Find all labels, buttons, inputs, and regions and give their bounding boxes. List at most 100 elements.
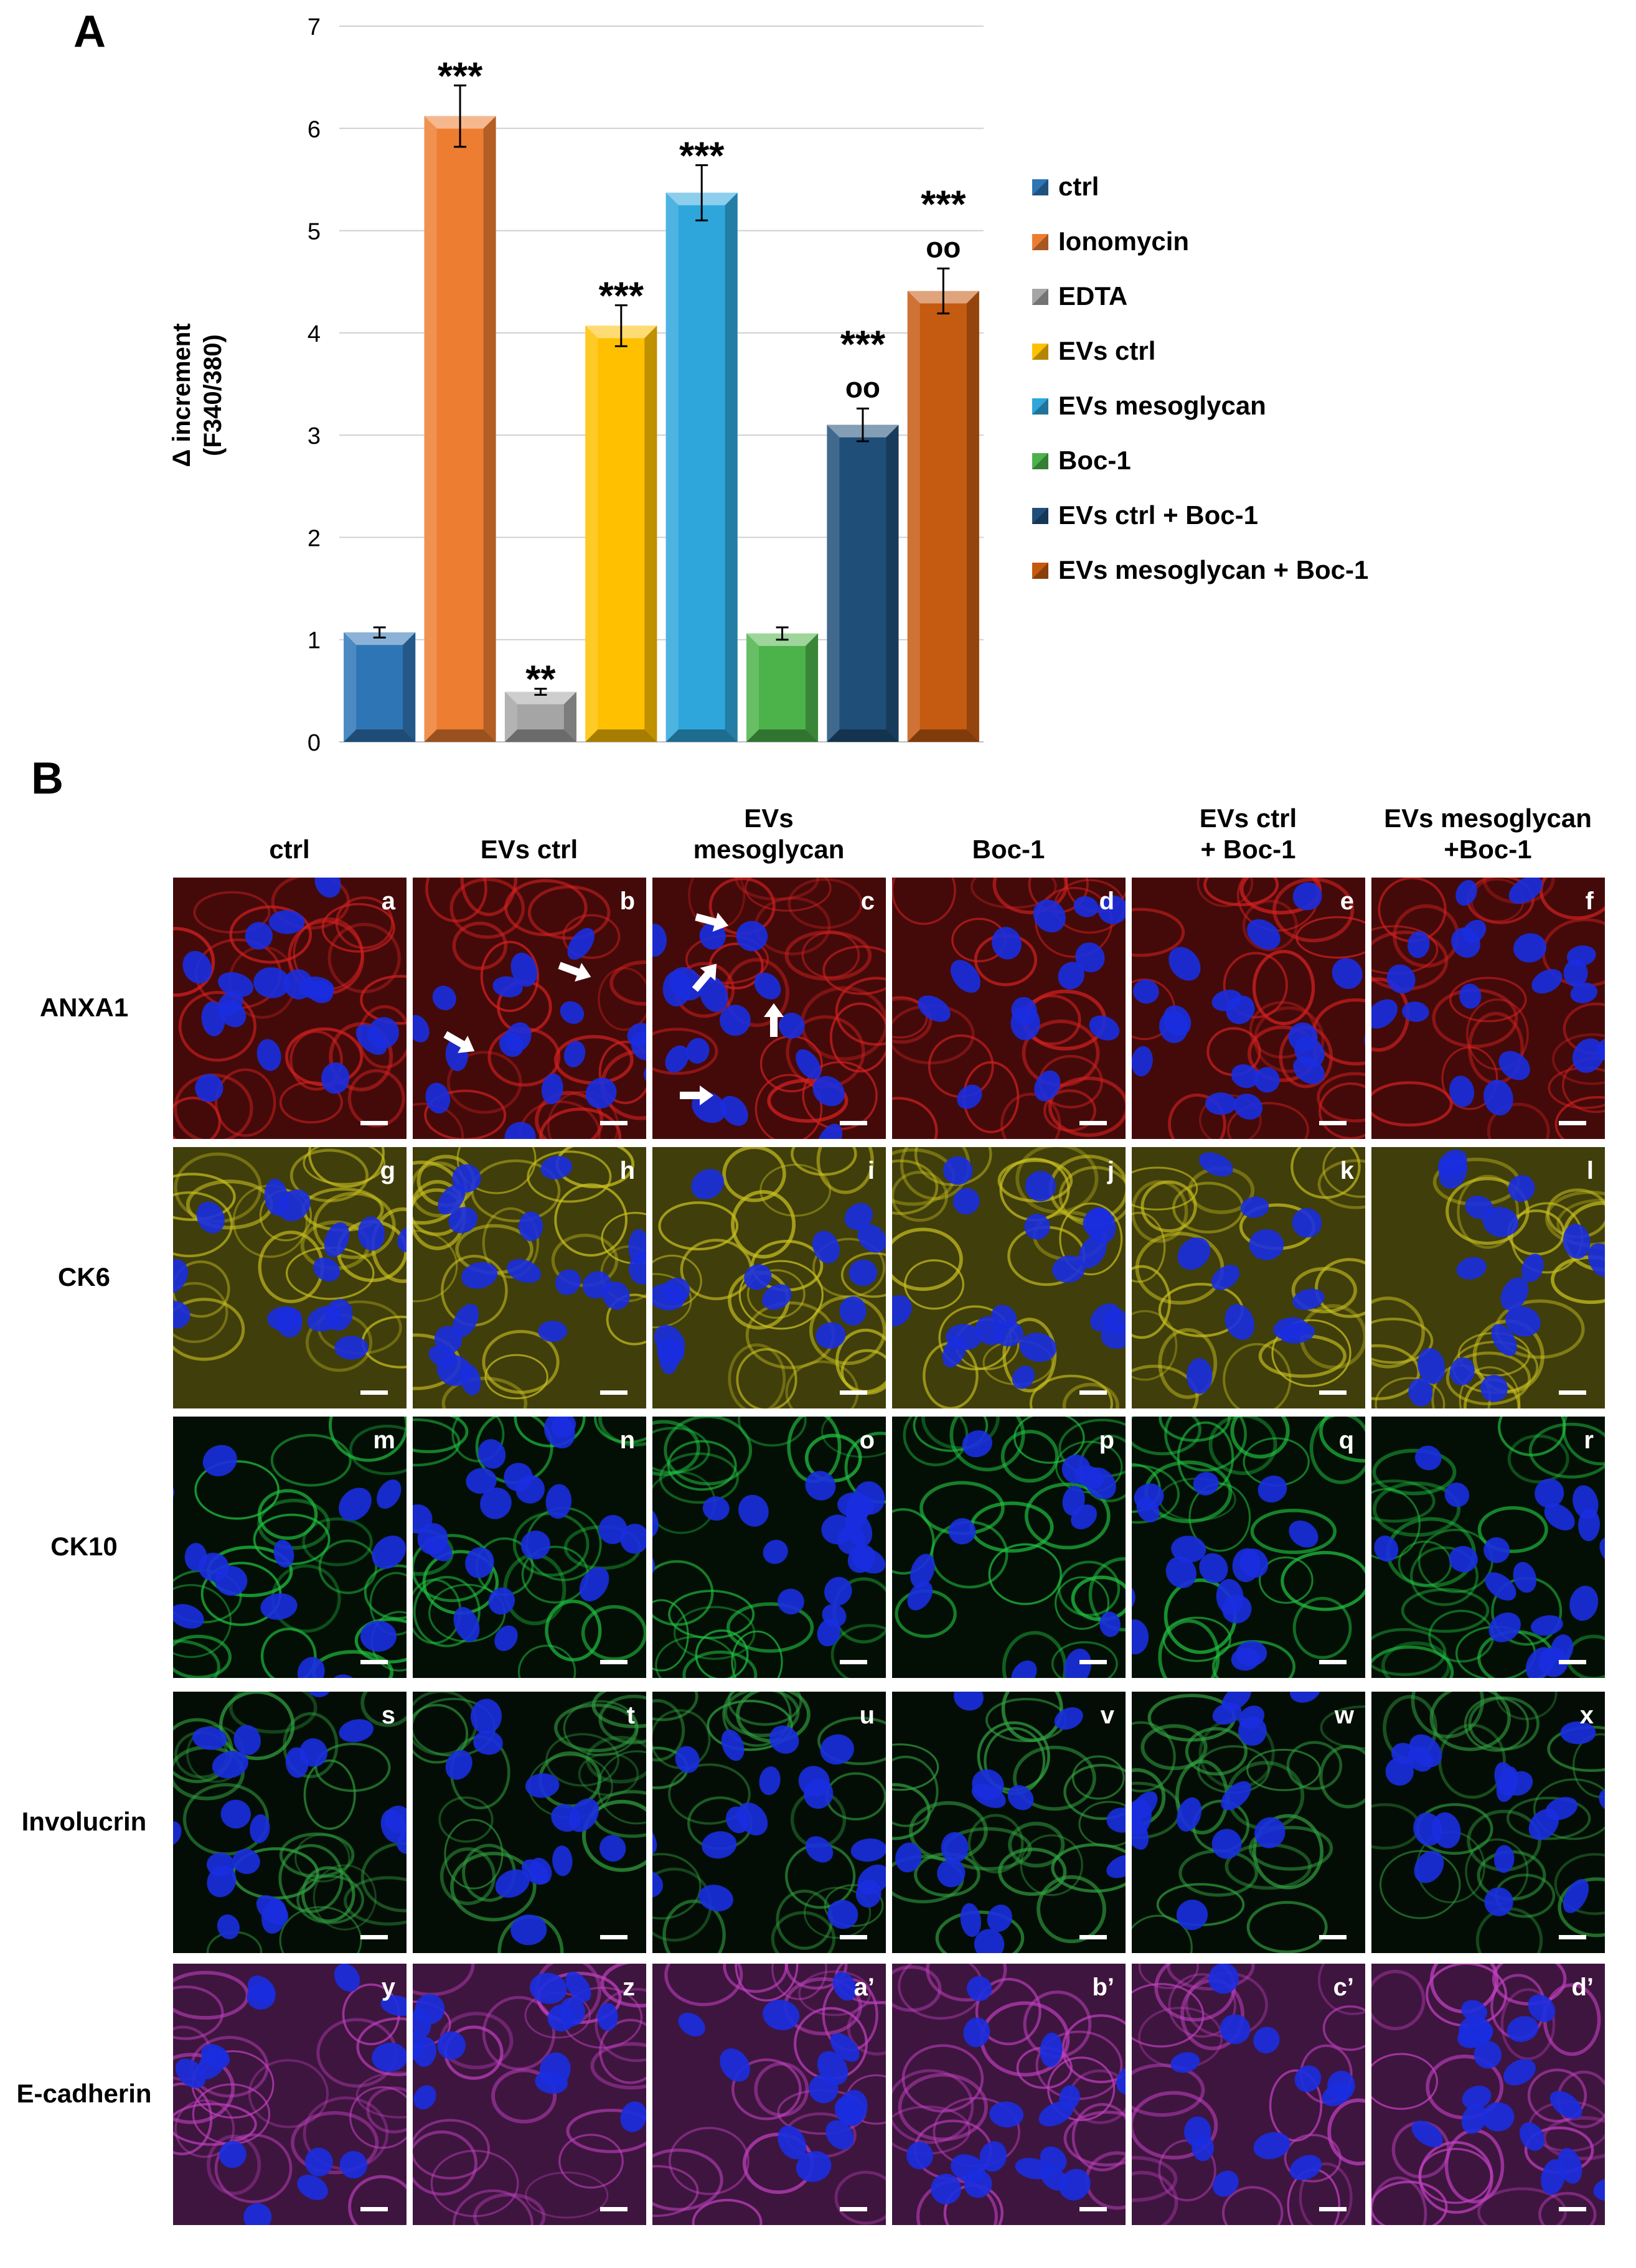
error-bar <box>856 407 869 443</box>
scale-bar <box>1559 1935 1586 1939</box>
column-header: ctrl <box>269 835 310 864</box>
micrograph-involucrin-3: v <box>892 1692 1126 1953</box>
legend-label: EVs ctrl + Boc-1 <box>1058 500 1258 530</box>
panel-sub-letter: f <box>1585 888 1594 915</box>
error-bar <box>373 626 386 639</box>
bar-bevel-right <box>966 291 979 742</box>
legend-item: Boc-1 <box>1032 446 1131 475</box>
micrograph-anxa1-3: d <box>892 878 1126 1139</box>
scale-bar <box>1079 1935 1107 1939</box>
bar-bevel-right <box>644 326 657 742</box>
scale-bar <box>1559 1660 1586 1664</box>
micrograph-ck6-5: l <box>1371 1147 1605 1408</box>
legend-item: Ionomycin <box>1032 227 1189 256</box>
bar-bevel-bottom <box>907 729 979 742</box>
y-tick-label: 2 <box>308 525 321 551</box>
micrograph-ck6-3: j <box>892 1147 1126 1408</box>
micrograph-involucrin-1: t <box>413 1692 646 1953</box>
bar-bevel-left <box>746 633 759 742</box>
panel-sub-letter: d’ <box>1571 1974 1594 2001</box>
legend-item: EVs mesoglycan + Boc-1 <box>1032 555 1368 584</box>
micrograph-ck10-1: n <box>413 1417 646 1678</box>
bar-bevel-bottom <box>665 729 738 742</box>
bar <box>585 326 657 742</box>
bar <box>344 632 416 742</box>
scale-bar <box>840 1121 867 1125</box>
legend-item: EVs ctrl <box>1032 336 1155 365</box>
scale-bar <box>1079 1121 1107 1125</box>
panel-sub-letter: o <box>859 1427 875 1454</box>
micrograph-anxa1-4: e <box>1132 878 1365 1139</box>
panel-sub-letter: c <box>860 888 875 915</box>
bar-bevel-left <box>907 291 920 742</box>
significance-stars: *** <box>599 275 644 318</box>
panel-sub-letter: t <box>626 1702 635 1729</box>
micrograph-e-cadherin-3: b’ <box>892 1964 1126 2225</box>
row-label: CK10 <box>50 1532 118 1561</box>
micrograph-e-cadherin-4: c’ <box>1132 1964 1365 2225</box>
micrograph-anxa1-5: f <box>1371 878 1605 1139</box>
scale-bar <box>1559 2207 1586 2211</box>
panel-sub-letter: l <box>1586 1157 1594 1184</box>
y-tick-label: 6 <box>308 116 321 143</box>
column-header: Boc-1 <box>972 835 1045 864</box>
panel-sub-letter: d <box>1099 888 1114 915</box>
bar-bevel-right <box>483 116 496 743</box>
y-tick-label: 1 <box>308 628 321 654</box>
column-header: EVs ctrl <box>480 835 578 864</box>
panel-sub-letter: m <box>373 1427 395 1454</box>
bar-bevel-bottom <box>424 729 496 742</box>
y-tick-label: 3 <box>308 423 321 449</box>
micrograph-ck6-2: i <box>652 1147 886 1408</box>
micrograph-ck6-4: k <box>1132 1147 1365 1408</box>
significance-stars: ** <box>525 658 556 701</box>
scale-bar <box>1559 1121 1586 1125</box>
bar-bevel-left <box>665 192 679 742</box>
micrograph-ck10-5: r <box>1371 1417 1605 1678</box>
bar <box>424 116 496 743</box>
bar-bevel-top <box>504 691 576 705</box>
y-tick-label: 4 <box>308 321 321 347</box>
scale-bar <box>600 1390 628 1395</box>
bar-bevel-bottom <box>504 729 576 742</box>
panel-sub-letter: v <box>1100 1702 1114 1729</box>
error-bar <box>614 304 628 347</box>
micrograph-involucrin-4: w <box>1132 1692 1365 1953</box>
scale-bar <box>600 1660 628 1664</box>
y-tick-label: 0 <box>308 730 321 756</box>
panel-sub-letter: r <box>1584 1427 1594 1454</box>
row-label: CK6 <box>57 1262 111 1291</box>
y-tick-label: 7 <box>308 14 321 40</box>
scale-bar <box>840 1390 867 1395</box>
panel-sub-letter: e <box>1340 888 1354 915</box>
legend-label: EVs mesoglycan <box>1058 391 1266 420</box>
micrograph-e-cadherin-5: d’ <box>1371 1964 1605 2225</box>
significance-oo: oo <box>926 231 961 263</box>
error-bar <box>695 164 708 222</box>
panel-sub-letter: g <box>380 1157 395 1184</box>
scale-bar <box>1319 1121 1347 1125</box>
panel-sub-letter: a’ <box>853 1974 875 2001</box>
bar-bevel-left <box>585 326 598 742</box>
panel-sub-letter: j <box>1107 1157 1114 1184</box>
panel-sub-letter: w <box>1334 1702 1354 1729</box>
legend-item: EVs ctrl + Boc-1 <box>1032 500 1258 530</box>
legend-label: Ionomycin <box>1058 227 1189 256</box>
scale-bar <box>600 1121 628 1125</box>
bar-bevel-right <box>563 691 576 742</box>
arrow-icon <box>692 963 717 992</box>
bar <box>504 691 576 742</box>
scale-bar <box>1559 1390 1586 1395</box>
scale-bar <box>360 1935 388 1939</box>
micrograph-ck10-2: o <box>652 1417 886 1678</box>
panel-sub-letter: s <box>381 1702 395 1729</box>
significance-stars: *** <box>921 183 966 226</box>
legend-item: EVs mesoglycan <box>1032 391 1266 420</box>
bar-bevel-left <box>827 424 840 742</box>
column-header: EVs mesoglycan +Boc-1 <box>1384 804 1592 864</box>
arrow-icon <box>695 912 729 932</box>
bar-bevel-bottom <box>827 729 899 742</box>
row-label: ANXA1 <box>39 993 129 1022</box>
panel-sub-letter: n <box>619 1427 635 1454</box>
scale-bar <box>600 1935 628 1939</box>
